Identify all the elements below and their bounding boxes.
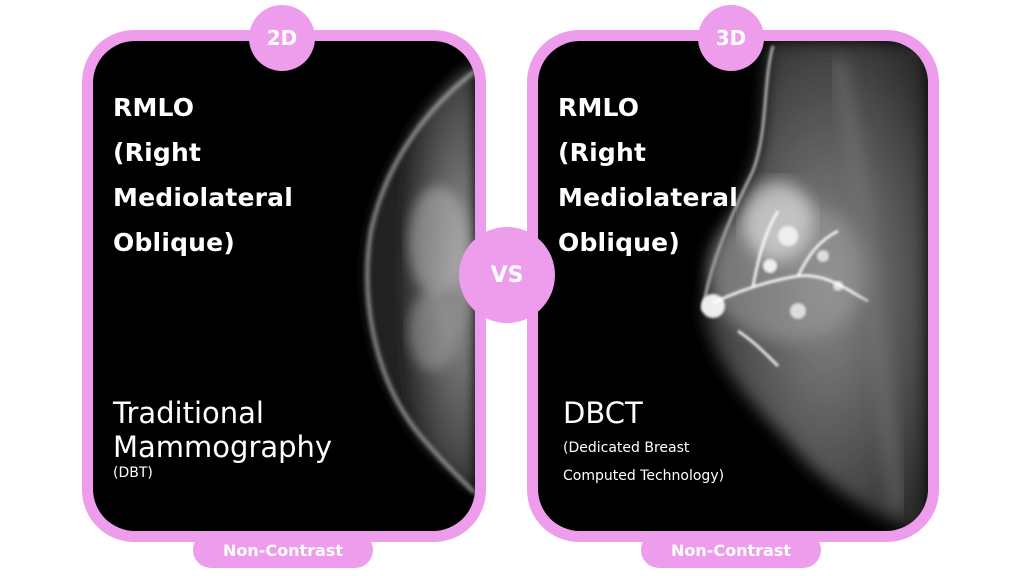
- view-title: RMLO (Right Mediolateral Oblique): [113, 85, 293, 265]
- mammogram-image-2d: [364, 61, 475, 495]
- non-contrast-pill-right: Non-Contrast: [641, 532, 821, 568]
- view-title-line: (Right: [558, 138, 647, 167]
- right-panel-3d: RMLO (Right Mediolateral Oblique) DBCT (…: [527, 30, 939, 542]
- view-title-line: Oblique): [113, 228, 235, 257]
- view-title-line: RMLO: [558, 93, 640, 122]
- non-contrast-pill-left: Non-Contrast: [193, 532, 373, 568]
- modality-line: Traditional: [113, 396, 264, 430]
- xray-panel-left: RMLO (Right Mediolateral Oblique) Tradit…: [93, 41, 475, 531]
- view-title-line: RMLO: [113, 93, 195, 122]
- modality-label: DBCT (Dedicated Breast Computed Technolo…: [563, 396, 724, 490]
- modality-description-line: (Dedicated Breast: [563, 440, 690, 456]
- view-title-line: Oblique): [558, 228, 680, 257]
- badge-2d: 2D: [249, 5, 315, 71]
- modality-label: Traditional Mammography (DBT): [113, 396, 332, 482]
- mammogram-image-3d: [701, 41, 928, 531]
- badge-3d: 3D: [698, 5, 764, 71]
- modality-description-line: Computed Technology): [563, 468, 725, 484]
- view-title-line: Mediolateral: [558, 183, 738, 212]
- left-panel-2d: RMLO (Right Mediolateral Oblique) Tradit…: [82, 30, 486, 542]
- view-title: RMLO (Right Mediolateral Oblique): [558, 85, 738, 265]
- modality-abbrev: (DBT): [113, 465, 153, 481]
- view-title-line: (Right: [113, 138, 202, 167]
- modality-name: DBCT: [563, 396, 643, 430]
- view-title-line: Mediolateral: [113, 183, 293, 212]
- xray-panel-right: RMLO (Right Mediolateral Oblique) DBCT (…: [538, 41, 928, 531]
- vs-divider: VS: [459, 227, 555, 323]
- modality-line: Mammography: [113, 430, 333, 464]
